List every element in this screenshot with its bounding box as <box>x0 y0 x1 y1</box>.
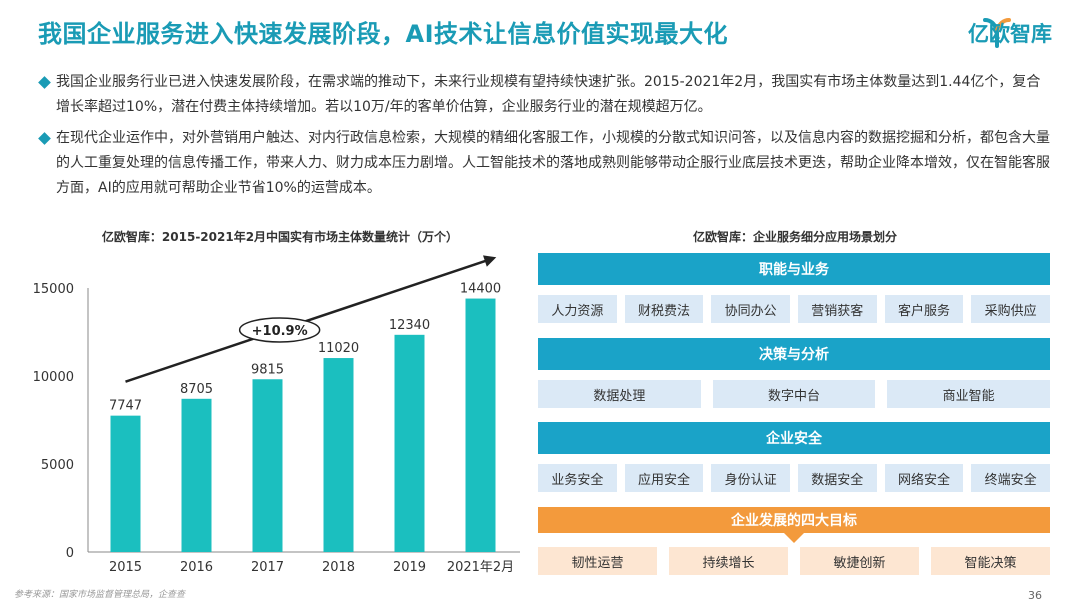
x-tick-label: 2016 <box>180 560 213 575</box>
data-label: 8705 <box>180 382 213 397</box>
scenario-cell: 营销获客 <box>797 295 877 323</box>
scenario-cell: 商业智能 <box>887 380 1050 408</box>
bar <box>181 398 212 552</box>
scenario-cell: 智能决策 <box>931 547 1050 575</box>
scenario-cell: 应用安全 <box>624 464 704 492</box>
data-label: 11020 <box>318 341 359 356</box>
x-tick-label: 2015 <box>109 560 142 575</box>
x-tick-label: 2021年2月 <box>447 560 514 575</box>
page-title: 我国企业服务进入快速发展阶段，AI技术让信息价值实现最大化 <box>38 20 729 48</box>
scenario-cell: 持续增长 <box>669 547 788 575</box>
scenario-cell: 韧性运营 <box>538 547 657 575</box>
bar <box>465 298 496 552</box>
growth-annotation: +10.9% <box>252 324 308 339</box>
source-note: 参考来源：国家市场监督管理总局，企查查 <box>14 590 186 600</box>
x-tick-label: 2019 <box>393 560 426 575</box>
diamond-bullet-icon <box>38 132 51 145</box>
scenario-cell: 数字中台 <box>712 380 876 408</box>
section-heading: 决策与分析 <box>538 338 1050 370</box>
scenario-cell: 敏捷创新 <box>800 547 919 575</box>
y-tick-label: 15000 <box>33 282 74 297</box>
logo-icon <box>983 18 1011 48</box>
data-label: 14400 <box>460 282 501 297</box>
scenario-cell: 人力资源 <box>538 295 617 323</box>
scenario-cell: 业务安全 <box>538 464 617 492</box>
trend-arrow-line <box>125 257 493 383</box>
section-heading: 企业发展的四大目标 <box>538 507 1050 543</box>
section-items: 数据处理 数字中台 商业智能 <box>538 380 1050 408</box>
data-label: 7747 <box>109 399 142 414</box>
section-items: 业务安全 应用安全 身份认证 数据安全 网络安全 终端安全 <box>538 464 1050 492</box>
bullet-list: 我国企业服务行业已进入快速发展阶段，在需求端的推动下，未来行业规模有望持续快速扩… <box>38 70 1050 207</box>
scenario-cell: 终端安全 <box>971 464 1050 492</box>
scenario-cell: 财税费法 <box>624 295 704 323</box>
page-number: 36 <box>1028 589 1042 602</box>
section-heading: 企业安全 <box>538 422 1050 454</box>
bar <box>323 358 354 552</box>
x-tick-label: 2017 <box>251 560 284 575</box>
y-tick-label: 5000 <box>41 458 74 473</box>
scenario-cell: 客户服务 <box>884 295 964 323</box>
chart-title: 亿欧智库：2015-2021年2月中国实有市场主体数量统计（万个） <box>101 230 459 244</box>
diagram-title: 亿欧智库：企业服务细分应用场景划分 <box>692 230 897 244</box>
bullet-item: 在现代企业运作中，对外营销用户触达、对内行政信息检索，大规模的精细化客服工作，小… <box>38 126 1050 201</box>
section-items: 韧性运营 持续增长 敏捷创新 智能决策 <box>538 547 1050 575</box>
bullet-item: 我国企业服务行业已进入快速发展阶段，在需求端的推动下，未来行业规模有望持续快速扩… <box>38 70 1050 120</box>
bullet-text: 在现代企业运作中，对外营销用户触达、对内行政信息检索，大规模的精细化客服工作，小… <box>56 130 1050 196</box>
trend-arrowhead-icon <box>483 255 497 267</box>
scenario-cell: 采购供应 <box>971 295 1050 323</box>
section-heading: 职能与业务 <box>538 253 1050 285</box>
bullet-text: 我国企业服务行业已进入快速发展阶段，在需求端的推动下，未来行业规模有望持续快速扩… <box>56 74 1041 115</box>
data-label: 9815 <box>251 362 284 377</box>
logo-text: 亿欧智库 <box>968 22 1052 46</box>
bar <box>252 379 283 552</box>
section-items: 人力资源 财税费法 协同办公 营销获客 客户服务 采购供应 <box>538 295 1050 323</box>
scenario-cell: 数据安全 <box>797 464 877 492</box>
bar <box>394 334 425 552</box>
diamond-bullet-icon <box>38 76 51 89</box>
y-tick-label: 10000 <box>33 370 74 385</box>
annotation-bubble <box>238 317 321 343</box>
bar <box>110 415 141 552</box>
scenario-cell: 身份认证 <box>711 464 790 492</box>
bar-chart: 0 5000 10000 15000 7747 2015 8705 2016 9815 2017 1… <box>33 255 520 575</box>
scenario-cell: 数据处理 <box>538 380 701 408</box>
x-tick-label: 2018 <box>322 560 355 575</box>
scenario-cell: 协同办公 <box>711 295 790 323</box>
scenario-cell: 网络安全 <box>884 464 964 492</box>
data-label: 12340 <box>389 318 430 333</box>
y-tick-label: 0 <box>66 546 74 561</box>
